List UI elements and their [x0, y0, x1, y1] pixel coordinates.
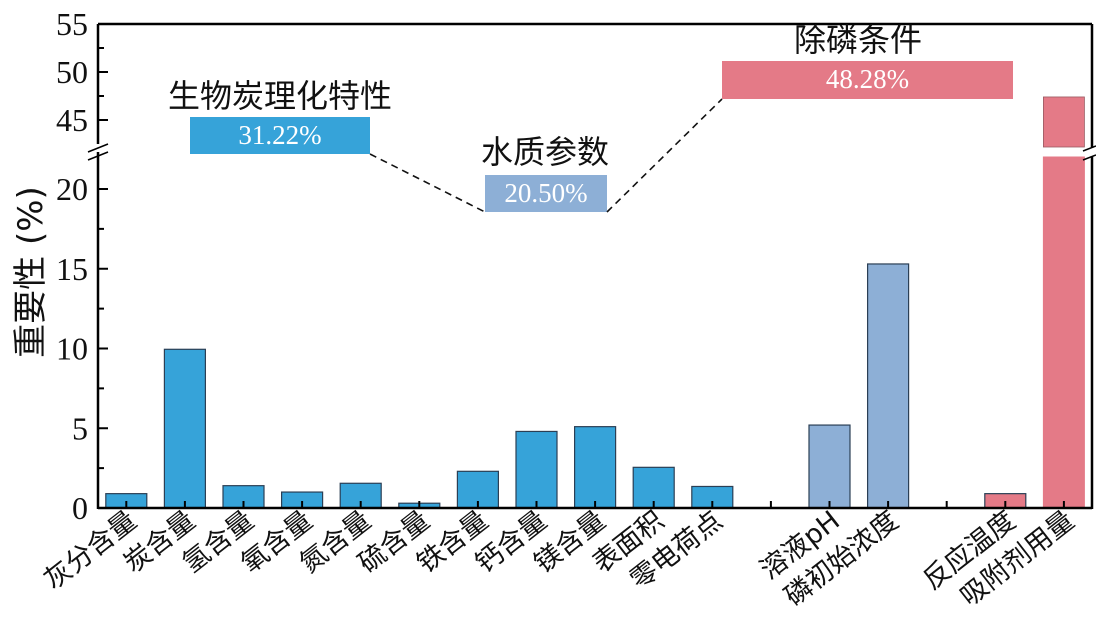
bars-layer — [105, 96, 1085, 509]
y-ticks: 0 5 10 15 20 45 50 55 — [56, 6, 108, 526]
bar — [515, 430, 558, 509]
x-ticks — [125, 501, 1065, 508]
bar — [866, 263, 910, 509]
y-tick-label: 0 — [72, 490, 88, 526]
group-name-label: 水质参数 — [481, 133, 609, 171]
group-name-label: 生物炭理化特性 — [168, 77, 392, 115]
y-tick-label: 10 — [56, 331, 88, 367]
group-annotations: 生物炭理化特性 31.22% 水质参数 20.50% 除磷条件 48.28% — [168, 21, 1013, 213]
y-tick-label: 5 — [72, 410, 88, 446]
group-name-label: 除磷条件 — [794, 21, 922, 59]
y-axis-label: 重要性 (%) — [11, 186, 51, 358]
y-tick-label: 20 — [56, 171, 88, 207]
y-tick-label: 45 — [56, 102, 88, 138]
group-share-box — [190, 117, 370, 154]
group-share-box — [485, 175, 607, 212]
group-share-value: 48.28% — [826, 64, 909, 94]
bar — [163, 348, 206, 509]
axis-break-mark — [87, 143, 109, 153]
y-tick-label: 55 — [56, 6, 88, 42]
group-share-value: 31.22% — [238, 120, 321, 150]
group-share-value: 20.50% — [504, 178, 587, 208]
y-tick-label: 15 — [56, 251, 88, 287]
axis-break-mark — [87, 151, 109, 161]
group-share-box — [722, 61, 1013, 99]
dashed-connector — [369, 153, 486, 213]
axis-break-mark — [1082, 145, 1096, 152]
bar-upper-segment — [1043, 96, 1085, 148]
bar — [808, 424, 851, 509]
bar — [573, 426, 617, 509]
y-tick-label: 50 — [56, 54, 88, 90]
axis-break-mark — [1082, 154, 1096, 161]
bar — [1042, 156, 1085, 509]
dashed-connector — [606, 98, 723, 213]
